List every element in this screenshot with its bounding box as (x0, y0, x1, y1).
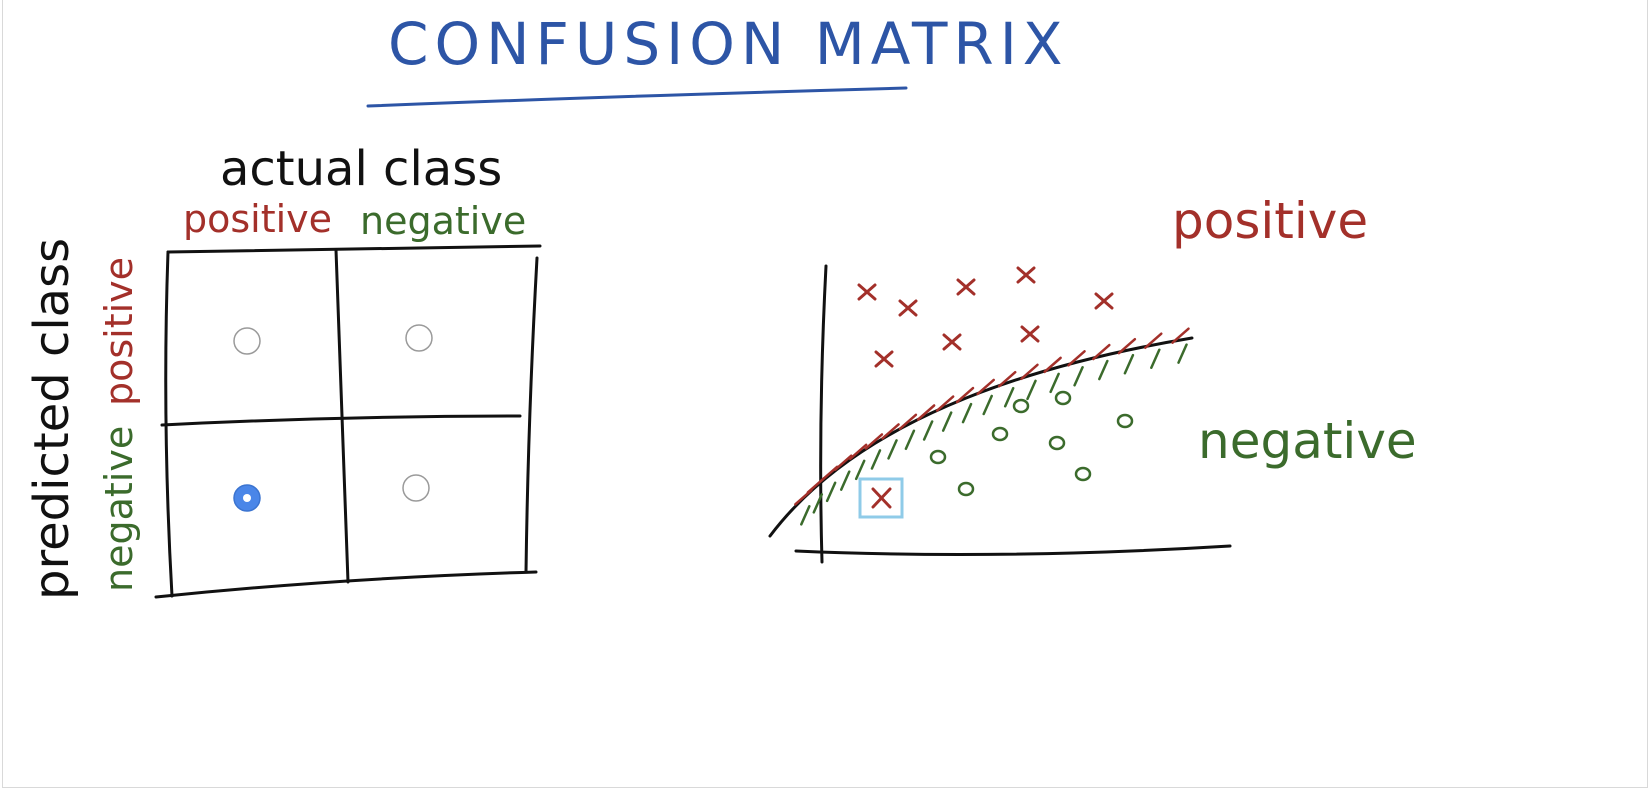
region-label-positive: positive (1172, 192, 1368, 250)
hatch-mark (1073, 366, 1084, 387)
hatch-mark (1150, 348, 1161, 369)
o-mark (929, 449, 947, 465)
title-underline (366, 86, 908, 108)
negative-side-hatching (800, 343, 1188, 526)
hatch-mark (1171, 327, 1190, 344)
hatch-mark (854, 459, 866, 481)
hatch-mark (1067, 350, 1086, 367)
x-mark (1016, 266, 1036, 284)
o-mark (1074, 466, 1092, 482)
hatch-mark (941, 411, 953, 432)
page-title: CONFUSION MATRIX (388, 10, 1069, 78)
x-mark (956, 278, 976, 296)
positive-side-hatching (794, 327, 1190, 506)
hatch-mark (839, 470, 851, 491)
hatch-mark (881, 423, 900, 440)
hatch-mark (961, 402, 973, 424)
x-mark (874, 350, 894, 368)
positive-points (857, 266, 1114, 368)
o-mark (991, 426, 1009, 442)
hatch-mark (1117, 337, 1137, 355)
hatch-mark (916, 404, 936, 421)
hatch-mark (887, 439, 898, 460)
confusion-matrix-grid (154, 244, 542, 599)
predicted-class-header: predicted class (24, 238, 80, 600)
column-label-negative: negative (360, 199, 526, 243)
hatch-mark (955, 386, 975, 404)
hatch-mark (825, 481, 837, 503)
hatch-mark (800, 505, 811, 526)
hatch-mark (898, 413, 918, 431)
o-mark (1116, 413, 1134, 429)
region-label-negative: negative (1198, 412, 1417, 470)
x-mark (1020, 325, 1040, 343)
o-mark (957, 481, 975, 497)
column-label-positive: positive (183, 197, 332, 241)
x-mark (857, 283, 877, 301)
x-mark (1094, 292, 1114, 310)
hatch-mark (922, 420, 934, 441)
hatch-mark (997, 370, 1017, 388)
hatch-mark (833, 454, 853, 471)
hatch-mark (976, 378, 995, 396)
hatch-mark (982, 394, 993, 416)
hatch-mark (1049, 372, 1060, 394)
hatch-mark (1098, 359, 1109, 381)
row-label-negative: negative (97, 426, 141, 592)
hatch-mark (1177, 343, 1188, 364)
scatter-axes (794, 264, 1232, 564)
x-mark (898, 299, 918, 317)
negative-points (929, 390, 1134, 497)
x-mark (942, 333, 962, 351)
o-mark (1054, 390, 1072, 406)
hatch-mark (870, 449, 882, 470)
hatch-mark (904, 429, 916, 451)
misclassified-highlight-box (858, 477, 904, 519)
o-mark (1012, 398, 1030, 414)
cell-radio-positive-positive[interactable] (233, 327, 261, 355)
cell-radio-positive-negative[interactable] (405, 324, 433, 352)
o-mark (1048, 435, 1066, 451)
hatch-mark (1144, 332, 1163, 349)
hatch-mark (1026, 379, 1037, 401)
hatch-mark (1020, 363, 1039, 381)
hatch-mark (1003, 386, 1015, 408)
hatch-mark (812, 493, 824, 514)
hatch-mark (1092, 343, 1111, 361)
hatch-mark (848, 443, 868, 461)
hatch-mark (864, 433, 884, 450)
hatch-mark (1043, 356, 1062, 374)
hatch-mark (1123, 353, 1135, 375)
misclassified-x-mark (871, 487, 892, 509)
cell-radio-negative-negative[interactable] (402, 474, 430, 502)
actual-class-header: actual class (220, 141, 502, 197)
cell-radio-negative-positive[interactable] (233, 484, 261, 512)
row-label-positive: positive (97, 257, 141, 406)
hatch-mark (935, 395, 955, 412)
